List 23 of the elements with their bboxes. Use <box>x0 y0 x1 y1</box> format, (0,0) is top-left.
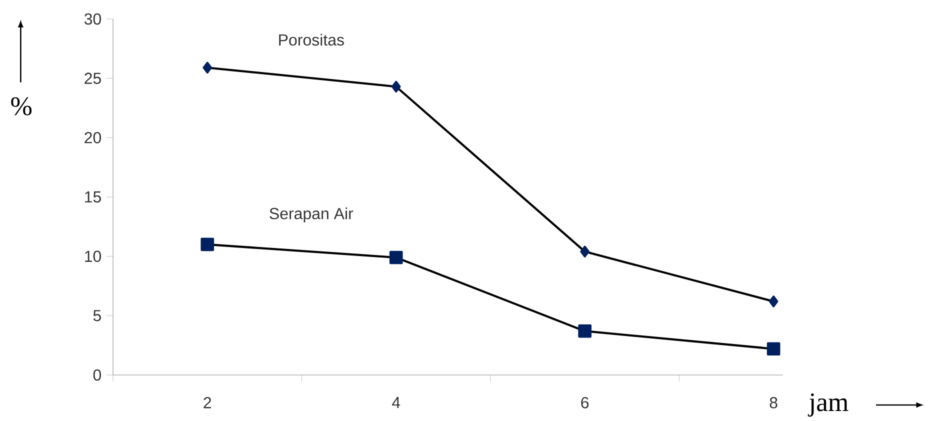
series-label: Serapan Air <box>270 208 354 222</box>
point <box>768 296 778 308</box>
y-axis-title: % <box>11 97 32 116</box>
x-tick-label: 4 <box>392 397 400 408</box>
y-tick-label: 0 <box>93 369 102 381</box>
x-tick-label: 6 <box>581 397 589 408</box>
point <box>202 62 212 74</box>
y-tick-label: 10 <box>85 250 102 262</box>
x-axis-title: jam <box>808 393 848 417</box>
point <box>200 238 214 252</box>
point <box>391 80 401 92</box>
series-label: Porositas <box>279 34 344 46</box>
y-tick-label: 25 <box>84 72 101 84</box>
point <box>766 342 780 356</box>
y-tick-label: 15 <box>85 191 101 203</box>
x-tick-label: 2 <box>204 397 212 408</box>
point <box>580 246 590 258</box>
y-tick-label: 30 <box>84 13 102 25</box>
point <box>578 324 592 338</box>
y-tick-label: 5 <box>93 310 101 322</box>
y-tick-label: 20 <box>84 132 102 144</box>
x-tick-label: 8 <box>770 397 778 408</box>
point <box>389 250 403 264</box>
